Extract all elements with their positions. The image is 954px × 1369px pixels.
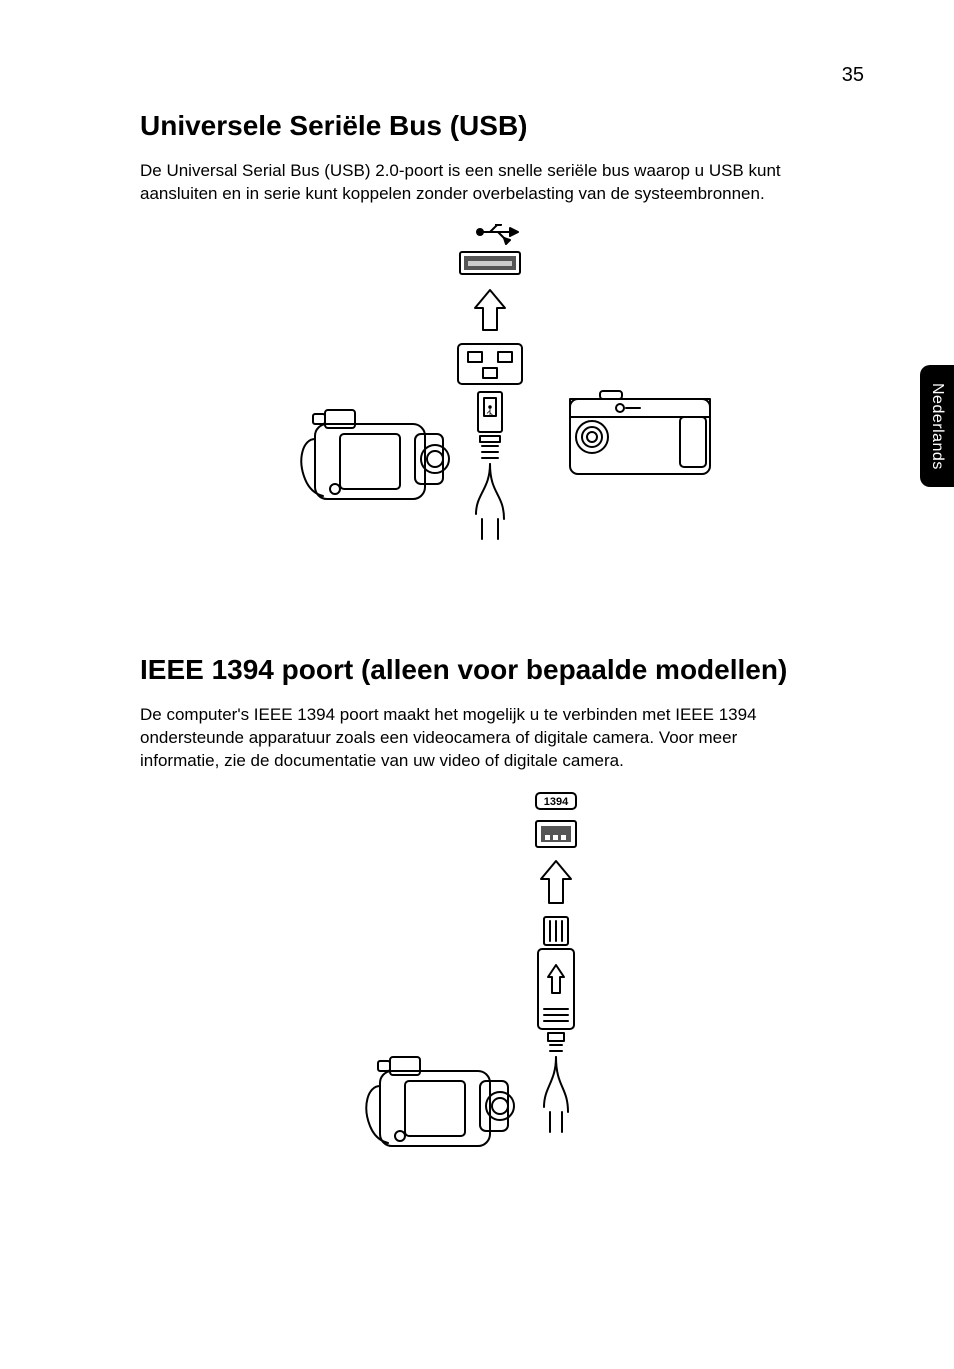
usb-figure xyxy=(250,224,730,604)
ieee1394-paragraph: De computer's IEEE 1394 poort maakt het … xyxy=(140,704,820,773)
ieee1394-label-icon: 1394 xyxy=(544,796,569,808)
language-tab: Nederlands xyxy=(920,365,954,487)
usb-heading: Universele Seriële Bus (USB) xyxy=(140,110,864,142)
usb-paragraph: De Universal Serial Bus (USB) 2.0-poort … xyxy=(140,160,820,206)
ieee1394-heading: IEEE 1394 poort (alleen voor bepaalde mo… xyxy=(140,654,864,686)
ieee1394-figure: 1394 xyxy=(340,791,680,1231)
language-tab-label: Nederlands xyxy=(928,383,946,470)
document-page: 35 Nederlands Universele Seriële Bus (US… xyxy=(0,0,954,1369)
page-number: 35 xyxy=(842,64,864,87)
